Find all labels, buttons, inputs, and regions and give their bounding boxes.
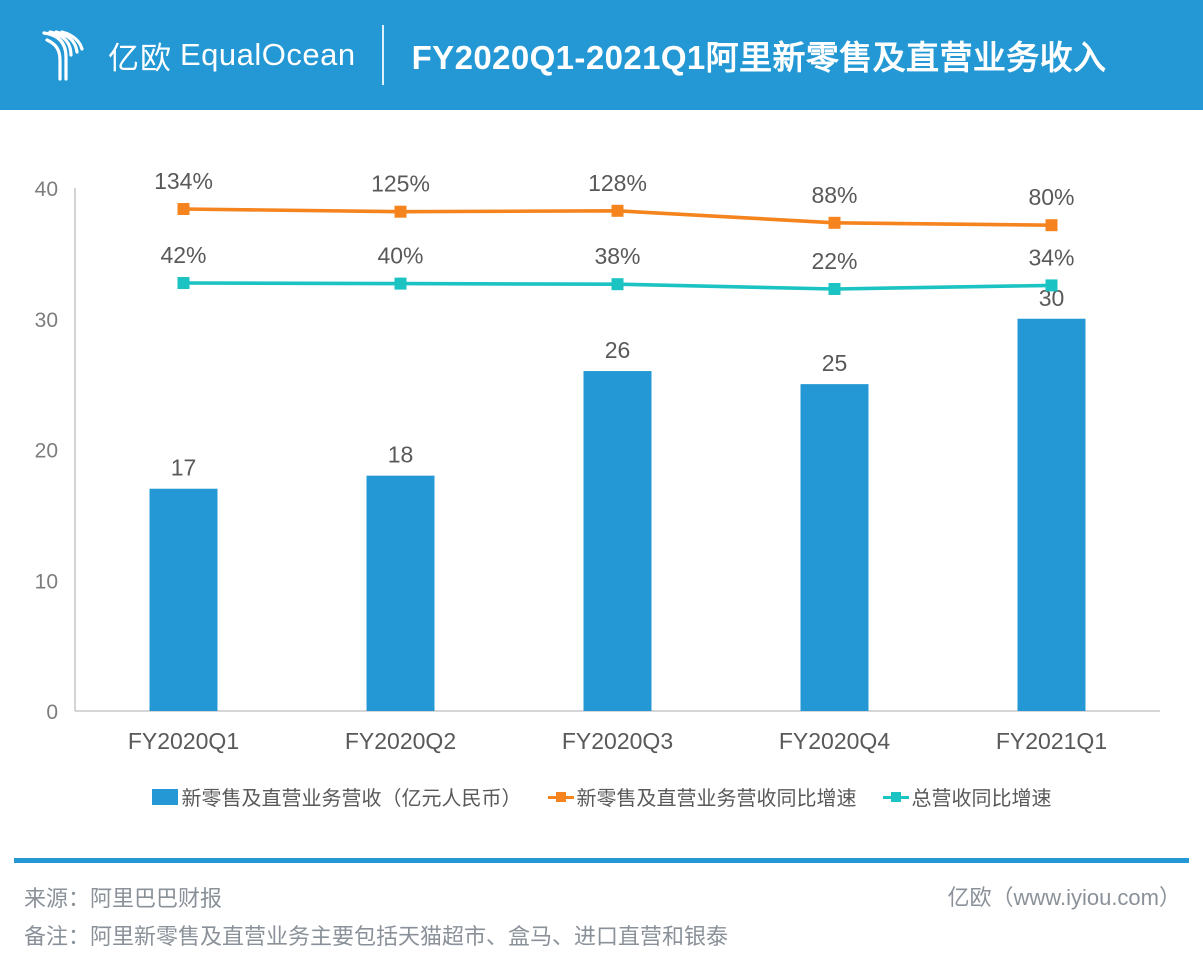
brand-name-en: EqualOcean: [180, 37, 356, 72]
legend-item-revenue[interactable]: 新零售及直营业务营收（亿元人民币）: [151, 782, 522, 811]
legend-label-total-growth: 总营收同比增速: [911, 788, 1052, 810]
brand-name-cn: 亿欧: [108, 40, 172, 76]
line-labels-total-growth: 42% 40% 38% 22% 34%: [160, 242, 1074, 274]
legend-swatch-line-orange-icon: [547, 789, 574, 805]
line-value-label: 40%: [377, 243, 423, 269]
bar-value-label: 25: [822, 350, 848, 376]
footer-divider: [14, 858, 1189, 863]
y-axis-tick-label: 30: [35, 309, 58, 332]
line-marker: [177, 277, 190, 289]
chart-legend: 新零售及直营业务营收（亿元人民币） 新零售及直营业务营收同比增速 总营收同比增速: [0, 782, 1203, 811]
line-markers-total-growth: [177, 277, 1058, 295]
page-footer: 来源：阿里巴巴财报 备注：阿里新零售及直营业务主要包括天猫超市、盒马、进口直营和…: [0, 872, 1203, 965]
line-marker: [394, 277, 407, 290]
y-axis-tick-label: 20: [35, 440, 58, 463]
line-value-label: 125%: [371, 171, 430, 197]
bar-value-label: 26: [605, 337, 631, 363]
legend-item-total-growth[interactable]: 总营收同比增速: [882, 782, 1052, 811]
line-markers-retail-growth: [177, 203, 1058, 232]
page-title: FY2020Q1-2021Q1阿里新零售及直营业务收入: [411, 39, 1107, 76]
line-marker: [828, 283, 841, 295]
header-divider: [381, 25, 384, 85]
bar-value-label: 17: [171, 455, 197, 481]
line-marker: [1045, 219, 1058, 232]
bar: [366, 475, 435, 711]
line-marker: [828, 216, 841, 229]
brand: 亿欧 EqualOcean: [36, 24, 356, 86]
footer-source-line: 来源：阿里巴巴财报: [24, 886, 223, 911]
legend-swatch-bar-icon: [151, 788, 178, 805]
line-marker: [394, 205, 407, 218]
y-axis-tick-label: 10: [35, 570, 58, 593]
bar: [583, 371, 652, 711]
y-axis-tick-label: 0: [46, 701, 58, 724]
bar: [149, 488, 218, 711]
footer-attribution: 亿欧（www.iyiou.com）: [947, 885, 1181, 910]
line-labels-retail-growth: 134% 125% 128% 88% 80%: [154, 168, 1074, 210]
legend-item-retail-growth[interactable]: 新零售及直营业务营收同比增速: [547, 782, 857, 811]
legend-swatch-line-teal-icon: [882, 789, 909, 805]
x-axis-category-label: FY2020Q3: [562, 728, 673, 754]
page-header: 亿欧 EqualOcean FY2020Q1-2021Q1阿里新零售及直营业务收…: [0, 0, 1203, 110]
line-value-label: 42%: [160, 242, 206, 268]
chart-area: 0 10 20 30 40 17 18 26 25 30 134% 125% 128% 88% 80% …: [0, 110, 1203, 825]
x-axis-category-labels: FY2020Q1 FY2020Q2 FY2020Q3 FY2020Q4 FY2021Q1: [128, 728, 1107, 754]
y-axis-tick-labels: 0 10 20 30 40: [35, 178, 58, 724]
x-axis-category-label: FY2021Q1: [996, 728, 1107, 754]
line-value-label: 88%: [811, 182, 857, 208]
line-value-label: 34%: [1028, 244, 1074, 270]
equalocean-logo-icon: [42, 30, 84, 81]
bar-series: [149, 318, 1086, 711]
footer-note-line: 备注：阿里新零售及直营业务主要包括天猫超市、盒马、进口直营和银泰: [24, 924, 729, 949]
line-marker: [1045, 279, 1058, 292]
x-axis-category-label: FY2020Q4: [779, 728, 890, 754]
y-axis-tick-label: 40: [35, 178, 58, 201]
line-value-label: 22%: [811, 248, 857, 274]
legend-label-retail-growth: 新零售及直营业务营收同比增速: [576, 788, 857, 810]
line-value-label: 38%: [594, 243, 640, 269]
legend-label-revenue: 新零售及直营业务营收（亿元人民币）: [181, 788, 522, 810]
x-axis-category-label: FY2020Q1: [128, 728, 239, 754]
bar: [800, 384, 869, 711]
line-value-label: 128%: [588, 170, 647, 196]
line-value-label: 80%: [1028, 184, 1074, 210]
line-marker: [177, 203, 190, 215]
bar: [1017, 318, 1086, 711]
line-value-label: 134%: [154, 168, 213, 194]
line-marker: [611, 204, 624, 217]
footer-notes: 来源：阿里巴巴财报 备注：阿里新零售及直营业务主要包括天猫超市、盒马、进口直营和…: [24, 880, 728, 956]
line-marker: [611, 278, 624, 291]
x-axis-category-label: FY2020Q2: [345, 728, 456, 754]
bar-value-label: 18: [388, 442, 414, 468]
